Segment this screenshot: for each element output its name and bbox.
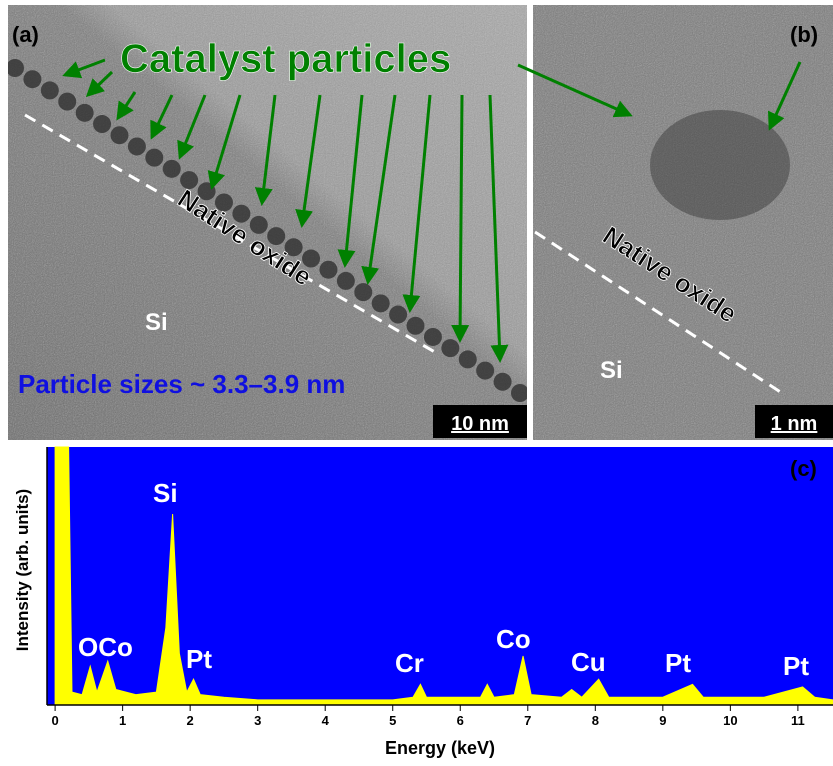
panel-b [533,5,833,440]
particle [319,261,337,279]
particle [354,283,372,301]
scale-bar: 10 nm [451,413,509,435]
figure: (a) Catalyst particles Native oxide Si P… [0,0,833,761]
peak-label: Cr [395,648,424,678]
annotation: Catalyst particles [120,37,451,81]
particle [476,362,494,380]
particle [58,93,76,111]
hrtem-noise [533,5,833,440]
particle [511,384,529,402]
peak-label: OCo [78,632,133,662]
scale-bar: 1 nm [771,413,818,435]
x-tick-label: 8 [592,713,599,728]
particle [459,350,477,368]
particle [145,149,163,167]
peak-label: Si [153,478,178,508]
x-axis-label: Energy (keV) [385,738,495,758]
x-tick-label: 11 [791,713,805,728]
panel-label: (a) [12,22,39,47]
peak-label: Pt [783,651,809,681]
x-tick-label: 0 [51,713,58,728]
y-axis-label: Intensity (arb. units) [13,489,32,651]
peak-label: Pt [665,648,691,678]
annotation: Particle sizes ~ 3.3–3.9 nm [18,369,345,399]
x-tick-label: 3 [254,713,261,728]
particle [128,137,146,155]
x-tick-label: 7 [524,713,531,728]
particle [494,373,512,391]
particle [372,294,390,312]
particle [337,272,355,290]
x-tick-label: 10 [723,713,737,728]
peak-label: Co [496,624,531,654]
peak-label: Pt [186,644,212,674]
particle [110,126,128,144]
spectrum-chart: 0 1 2 3 4 5 6 7 8 9 10 11 Energy (keV) Intensity (arb… [13,447,833,758]
annotation: Si [145,309,168,336]
x-tick-label: 4 [322,713,330,728]
arrow [460,95,462,340]
annotation: Si [600,357,623,384]
peak-label: Cu [571,647,606,677]
x-tick-label: 1 [119,713,126,728]
particle [650,110,790,220]
particle [441,339,459,357]
particle [389,306,407,324]
particle [41,81,59,99]
x-tick-label: 9 [659,713,666,728]
x-tick-label: 6 [457,713,464,728]
particle [407,317,425,335]
panel-label: (c) [790,456,817,481]
particle [23,70,41,88]
particle [163,160,181,178]
panel-label: (b) [790,22,818,47]
particle [424,328,442,346]
x-tick-label: 2 [187,713,194,728]
particle [93,115,111,133]
particle [76,104,94,122]
x-tick-label: 5 [389,713,396,728]
particle [6,59,24,77]
